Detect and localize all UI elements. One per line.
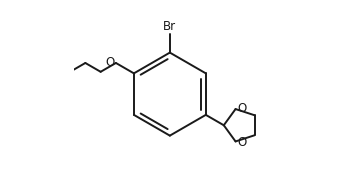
Text: Br: Br bbox=[163, 20, 176, 33]
Text: O: O bbox=[238, 136, 247, 149]
Text: O: O bbox=[238, 102, 247, 114]
Text: O: O bbox=[105, 56, 114, 70]
